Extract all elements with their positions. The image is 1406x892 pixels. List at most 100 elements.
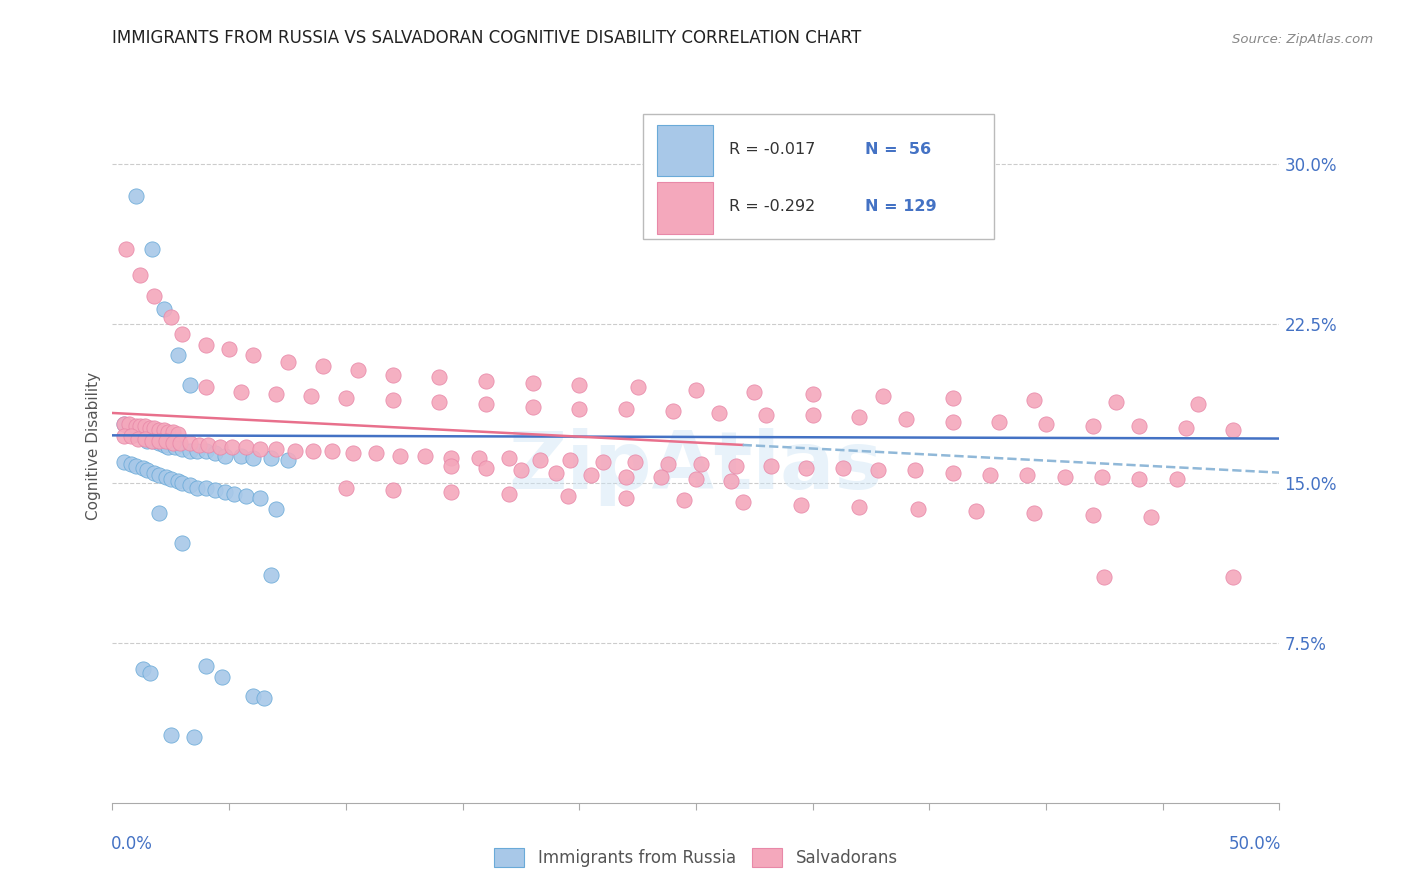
Point <box>627 380 650 394</box>
Point <box>221 440 243 454</box>
Point <box>1105 395 1128 409</box>
Point <box>1081 508 1104 523</box>
Point <box>440 484 463 499</box>
Text: 0.0%: 0.0% <box>111 835 153 853</box>
Point <box>965 504 987 518</box>
Point <box>134 418 156 433</box>
Point <box>264 442 287 457</box>
Text: ZipAtlas: ZipAtlas <box>509 428 883 507</box>
Point <box>165 440 187 454</box>
Point <box>689 457 711 471</box>
Point <box>141 434 163 448</box>
Point <box>125 459 148 474</box>
Point <box>759 459 782 474</box>
Point <box>139 665 162 680</box>
Point <box>197 438 219 452</box>
Point <box>866 463 889 477</box>
Point <box>204 483 226 497</box>
Point <box>235 489 257 503</box>
Point <box>1053 470 1076 484</box>
Point <box>132 429 155 443</box>
Point <box>592 455 614 469</box>
Point <box>1128 472 1150 486</box>
Point <box>440 459 463 474</box>
Point <box>260 450 283 465</box>
Point <box>614 491 637 506</box>
Point <box>229 384 252 399</box>
Point <box>218 342 240 356</box>
Point <box>172 327 194 342</box>
Point <box>183 730 205 744</box>
Point <box>276 355 298 369</box>
Point <box>1140 510 1163 524</box>
FancyBboxPatch shape <box>644 114 994 239</box>
Y-axis label: Cognitive Disability: Cognitive Disability <box>86 372 101 520</box>
Point <box>155 434 177 448</box>
Point <box>120 423 142 437</box>
Point <box>801 386 824 401</box>
Point <box>1175 421 1198 435</box>
Point <box>988 415 1011 429</box>
Point <box>132 461 155 475</box>
Point <box>186 444 208 458</box>
Text: R = -0.292: R = -0.292 <box>728 199 815 214</box>
Point <box>942 415 965 429</box>
Point <box>194 659 217 673</box>
Point <box>120 457 142 471</box>
Point <box>381 368 404 382</box>
Point <box>942 391 965 405</box>
Point <box>136 463 159 477</box>
Point <box>529 453 551 467</box>
Point <box>169 435 191 450</box>
Point <box>731 495 754 509</box>
Point <box>172 536 194 550</box>
Point <box>253 691 276 706</box>
Point <box>157 425 180 439</box>
Point <box>321 444 343 458</box>
Point <box>153 438 176 452</box>
Point <box>160 310 183 325</box>
Point <box>1035 417 1057 431</box>
Point <box>342 446 364 460</box>
Point <box>413 449 436 463</box>
Point <box>522 376 544 391</box>
Point <box>427 395 450 409</box>
Point <box>194 338 217 352</box>
Point <box>720 474 742 488</box>
Text: 50.0%: 50.0% <box>1229 835 1281 853</box>
Point <box>848 500 870 514</box>
Point <box>1024 393 1046 408</box>
Point <box>1128 418 1150 433</box>
Point <box>568 378 591 392</box>
Point <box>166 349 188 363</box>
Point <box>112 455 135 469</box>
Point <box>139 421 162 435</box>
Point <box>744 384 766 399</box>
Point <box>155 470 177 484</box>
Point <box>112 417 135 431</box>
Point <box>755 408 778 422</box>
Point <box>141 434 163 448</box>
Point <box>125 427 148 442</box>
Point <box>143 421 166 435</box>
Point <box>172 476 194 491</box>
Point <box>1222 570 1244 584</box>
Point <box>346 363 368 377</box>
Point <box>211 670 233 684</box>
Point <box>249 442 271 457</box>
Point <box>366 446 388 460</box>
Point <box>141 242 163 256</box>
Point <box>166 427 188 442</box>
Point <box>129 268 152 282</box>
Point <box>848 410 870 425</box>
Point <box>1081 418 1104 433</box>
Point <box>264 386 287 401</box>
Point <box>148 506 170 520</box>
Point <box>832 461 855 475</box>
Text: IMMIGRANTS FROM RUSSIA VS SALVADORAN COGNITIVE DISABILITY CORRELATION CHART: IMMIGRANTS FROM RUSSIA VS SALVADORAN COG… <box>112 29 862 46</box>
Point <box>509 463 531 477</box>
Point <box>264 501 287 516</box>
Point <box>335 481 357 495</box>
Point <box>162 435 184 450</box>
Point <box>194 380 217 394</box>
